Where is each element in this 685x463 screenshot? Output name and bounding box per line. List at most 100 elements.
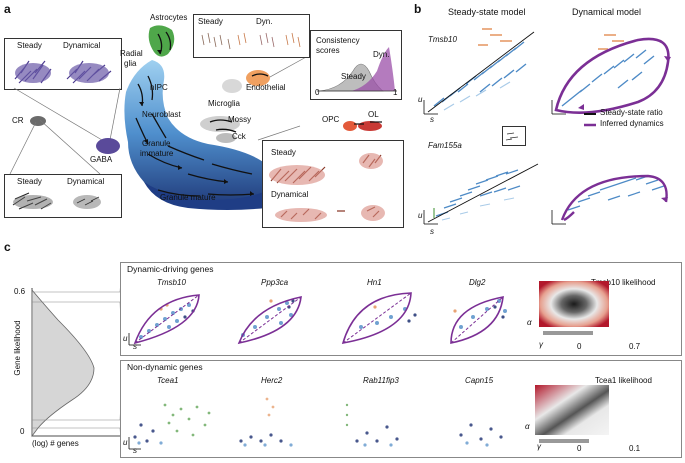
panel-c-letter: c bbox=[4, 240, 11, 254]
nondyn-gene-2: Rab11fip3 bbox=[363, 376, 399, 385]
gaba-velocity-inset: Steady Dynamical bbox=[4, 38, 122, 90]
nipc-label: nIPC bbox=[150, 83, 168, 92]
phase-portrait-fam155a-dynamical bbox=[551, 174, 668, 225]
tmsb10-likelihood-heatmap bbox=[539, 281, 609, 335]
ol-inset-dynamical-label: Dynamical bbox=[271, 190, 309, 199]
tcea1-axis-gamma: γ bbox=[537, 442, 541, 451]
cr-cluster bbox=[30, 116, 46, 126]
dynamic-driving-genes-box: Dynamic-driving genes Tmsb10 Ppp3ca Hn1 … bbox=[120, 262, 682, 356]
tick-0.6: 0.6 bbox=[14, 287, 26, 296]
gene-tmsb10-label: Tmsb10 bbox=[428, 35, 457, 44]
ol-inset-arrows bbox=[269, 153, 385, 222]
dyn-gene-1: Ppp3ca bbox=[261, 278, 289, 287]
dyn-axis-s: s bbox=[133, 342, 137, 351]
consistency-steady-label: Steady bbox=[341, 72, 366, 81]
nondyn-gene-1: Herc2 bbox=[261, 376, 283, 385]
radial-glia-label-line1: Radial bbox=[120, 49, 143, 58]
nondyn-axis-s: s bbox=[133, 446, 137, 455]
endothelial-label: Endothelial bbox=[246, 83, 286, 92]
dynamical-model-title: Dynamical model bbox=[572, 7, 642, 17]
dyn-axis-u: u bbox=[123, 334, 128, 343]
tcea1-cbar-max: 0.1 bbox=[629, 444, 641, 453]
log-genes-xlabel: (log) # genes bbox=[32, 439, 79, 448]
gaba-cluster bbox=[96, 138, 120, 154]
radial-glia-label-line2: glia bbox=[124, 59, 137, 68]
dyn-gene-0: Tmsb10 bbox=[157, 278, 186, 287]
opc-label: OPC bbox=[322, 115, 340, 124]
tcea1-axis-alpha: α bbox=[525, 422, 530, 431]
dentate-gyrus-umap bbox=[124, 25, 273, 210]
dyn-gene-3: Dlg2 bbox=[469, 278, 486, 287]
tcea1-likelihood-title: Tcea1 likelihood bbox=[595, 376, 652, 385]
tcea1-cbar-min: 0 bbox=[577, 444, 582, 453]
astro-velocity-inset: Steady Dyn. bbox=[193, 14, 310, 58]
non-dynamic-genes-title: Non-dynamic genes bbox=[127, 362, 203, 372]
consistency-scores-box: Consistency scores Dyn. Steady 0 1 bbox=[310, 30, 402, 100]
astro-inset-dyn-label: Dyn. bbox=[256, 17, 273, 26]
ol-label: OL bbox=[368, 110, 379, 119]
fam155a-axis-u: u bbox=[418, 211, 423, 220]
legend-dynamics-line bbox=[584, 123, 596, 127]
consistency-axis-min: 0 bbox=[315, 88, 320, 97]
cr-inset-steady-label: Steady bbox=[17, 177, 42, 186]
panel-a-letter: a bbox=[4, 2, 11, 16]
cr-velocity-inset: Steady Dynamical bbox=[4, 174, 122, 218]
granule-immature-label-line2: immature bbox=[140, 149, 174, 158]
gaba-label: GABA bbox=[90, 155, 113, 164]
fam155a-zoom-box bbox=[502, 126, 526, 146]
consistency-title-line1: Consistency bbox=[316, 36, 360, 45]
nondyn-axis-u: u bbox=[123, 438, 128, 447]
non-dynamic-genes-box: Non-dynamic genes Tcea1 Herc2 Rab11fip3 … bbox=[120, 360, 682, 458]
gene-fam155a-label: Fam155a bbox=[428, 141, 462, 150]
neuroblast-label: Neuroblast bbox=[142, 110, 181, 119]
ol-inset-steady-label: Steady bbox=[271, 148, 296, 157]
microglia-label: Microglia bbox=[208, 99, 241, 108]
phase-portrait-fam155a-steady bbox=[423, 163, 539, 225]
nondyn-gene-0: Tcea1 bbox=[157, 376, 179, 385]
tmsb10-axis-u: u bbox=[418, 95, 423, 104]
granule-mature-label: Granule mature bbox=[160, 193, 216, 202]
legend-steady-line bbox=[584, 113, 596, 115]
legend-dynamics-label: Inferred dynamics bbox=[600, 119, 664, 128]
tmsb10-axis-s: s bbox=[430, 115, 434, 124]
mossy-label: Mossy bbox=[228, 115, 252, 124]
fam155a-axis-s: s bbox=[430, 227, 434, 236]
panel-b-letter: b bbox=[414, 2, 422, 16]
consistency-dyn-label: Dyn. bbox=[373, 50, 390, 59]
tmsb10-axis-gamma: γ bbox=[539, 340, 543, 349]
astrocytes-label: Astrocytes bbox=[150, 13, 188, 22]
panel-b-legend: Steady-state ratio Inferred dynamics bbox=[584, 108, 684, 132]
tmsb10-cbar-max: 0.7 bbox=[629, 342, 641, 351]
steady-state-model-title: Steady-state model bbox=[448, 7, 526, 17]
consistency-axis-max: 1 bbox=[393, 88, 398, 97]
tick-0: 0 bbox=[20, 427, 25, 436]
astro-inset-steady-label: Steady bbox=[198, 17, 223, 26]
dyn-phase-portraits bbox=[128, 292, 507, 346]
phase-portrait-tmsb10-dynamical bbox=[551, 34, 671, 115]
astro-inset-arrows bbox=[201, 32, 301, 50]
consistency-density-plot bbox=[317, 47, 397, 92]
dynamic-driving-genes-title: Dynamic-driving genes bbox=[127, 264, 214, 274]
gene-likelihood-distribution bbox=[31, 263, 124, 459]
gene-likelihood-ylabel: Gene likelihood bbox=[13, 320, 22, 376]
cr-inset-dynamical-label: Dynamical bbox=[67, 177, 105, 186]
tcea1-likelihood-heatmap bbox=[535, 385, 609, 443]
cr-inset-arrows bbox=[12, 192, 101, 210]
ol-velocity-inset: Steady Dynamical bbox=[262, 140, 404, 228]
consistency-title-line2: scores bbox=[316, 46, 340, 55]
gaba-inset-dynamical-label: Dynamical bbox=[63, 41, 101, 50]
tmsb10-axis-alpha: α bbox=[527, 318, 532, 327]
gaba-inset-arrows bbox=[14, 60, 112, 84]
gaba-inset-steady-label: Steady bbox=[17, 41, 42, 50]
nondyn-gene-3: Capn15 bbox=[465, 376, 494, 385]
legend-steady-label: Steady-state ratio bbox=[600, 108, 663, 117]
tmsb10-likelihood-title: Tmsb10 likelihood bbox=[591, 278, 656, 287]
granule-immature-label-line1: Granule bbox=[142, 139, 171, 148]
cck-label: Cck bbox=[232, 132, 246, 141]
nondyn-phase-portraits bbox=[128, 397, 503, 450]
opc-ol-cluster bbox=[343, 121, 382, 131]
phase-portrait-tmsb10-steady bbox=[423, 28, 535, 115]
dyn-gene-2: Hn1 bbox=[367, 278, 382, 287]
cr-label: CR bbox=[12, 116, 24, 125]
tmsb10-cbar-min: 0 bbox=[577, 342, 582, 351]
